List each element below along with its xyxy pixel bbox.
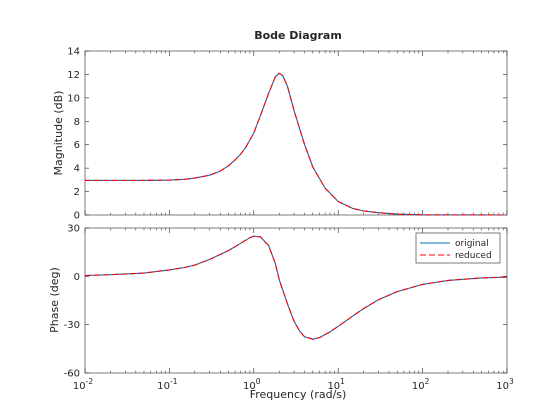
phase-series-reduced	[84, 235, 508, 340]
magnitude-ytick-label: 6	[74, 140, 80, 151]
magnitude-tick-group: 0 2 4 6 8 10 12 14	[67, 47, 508, 222]
legend-label-reduced: reduced	[455, 251, 492, 261]
magnitude-axes: 0 2 4 6 8 10 12 14 Magnitude (dB)	[52, 47, 508, 222]
frequency-xtick-label: 101	[327, 377, 345, 392]
magnitude-ytick-label: 14	[67, 47, 80, 58]
magnitude-ylabel: Magnitude (dB)	[52, 91, 65, 176]
frequency-xtick-label: 102	[412, 377, 430, 392]
magnitude-ytick-label: 0	[74, 211, 80, 222]
magnitude-ytick-label: 8	[74, 117, 80, 128]
magnitude-axes-box	[84, 50, 508, 216]
frequency-xtick-label: 103	[496, 377, 514, 392]
phase-ytick-label: 0	[74, 272, 80, 283]
magnitude-ytick-label: 2	[74, 187, 80, 198]
magnitude-series-group	[85, 72, 508, 216]
phase-series-group	[84, 235, 508, 340]
magnitude-ytick-label: 12	[67, 70, 80, 81]
frequency-xtick-label: 10-2	[73, 377, 93, 392]
phase-tick-group: -60 -30 0 30 10-2 10-1 100 101 102 103	[64, 224, 514, 393]
phase-axes: -60 -30 0 30 10-2 10-1 100 101 102 103 Phase (deg…	[48, 224, 514, 393]
magnitude-series-reduced	[85, 72, 508, 216]
magnitude-ytick-label: 4	[74, 164, 80, 175]
frequency-xtick-label: 10-1	[157, 377, 177, 392]
legend-label-original: original	[455, 239, 489, 249]
frequency-xtick-label: 100	[243, 377, 261, 392]
phase-ytick-label: 30	[67, 224, 80, 235]
legend: original reduced	[415, 232, 501, 264]
chart-title: Bode Diagram	[254, 29, 342, 42]
legend-box	[415, 232, 501, 264]
phase-ylabel: Phase (deg)	[48, 267, 61, 333]
phase-axes-box	[84, 227, 508, 374]
phase-ytick-label: -60	[64, 369, 80, 380]
phase-ytick-label: -30	[64, 320, 80, 331]
frequency-xlabel: Frequency (rad/s)	[250, 388, 347, 401]
magnitude-ytick-label: 10	[67, 93, 80, 104]
